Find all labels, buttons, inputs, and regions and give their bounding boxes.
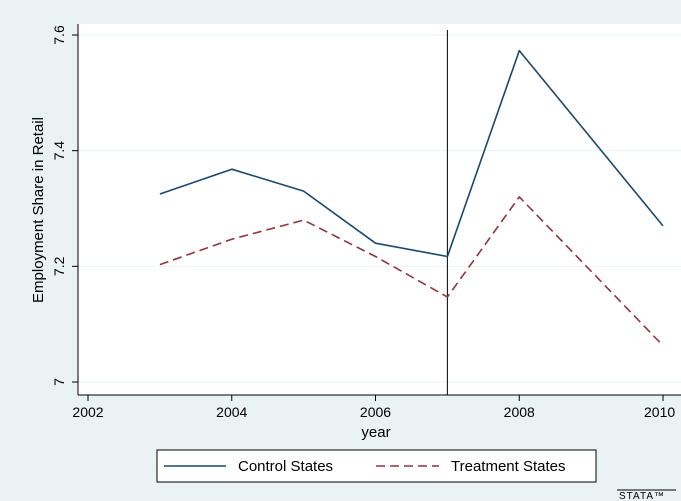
stata-watermark: STATA™ — [617, 489, 676, 501]
y-axis-title: Employment Share in Retail — [30, 117, 47, 303]
legend-label-control: Control States — [238, 458, 333, 475]
x-tick-label: 2010 — [644, 404, 675, 420]
x-tick-label: 2006 — [360, 404, 391, 420]
y-tick-label: 7.2 — [51, 256, 67, 276]
y-tick-label: 7 — [51, 378, 67, 386]
x-axis: 2002 2004 2006 2008 2010 — [72, 394, 681, 420]
legend: Control States Treatment States — [156, 449, 597, 483]
legend-label-treatment: Treatment States — [451, 458, 566, 475]
series-layer — [159, 49, 664, 347]
x-axis-title: year — [361, 424, 390, 441]
plot-area — [78, 24, 681, 395]
y-tick-label: 7.4 — [51, 141, 67, 161]
y-tick-label: 7.6 — [51, 25, 67, 45]
gridlines — [78, 34, 681, 383]
x-tick-label: 2002 — [72, 404, 103, 420]
y-axis: 7 7.2 7.4 7.6 — [51, 24, 79, 395]
x-tick-label: 2008 — [504, 404, 535, 420]
stata-watermark-text: STATA™ — [619, 491, 665, 501]
x-tick-label: 2004 — [216, 404, 247, 420]
